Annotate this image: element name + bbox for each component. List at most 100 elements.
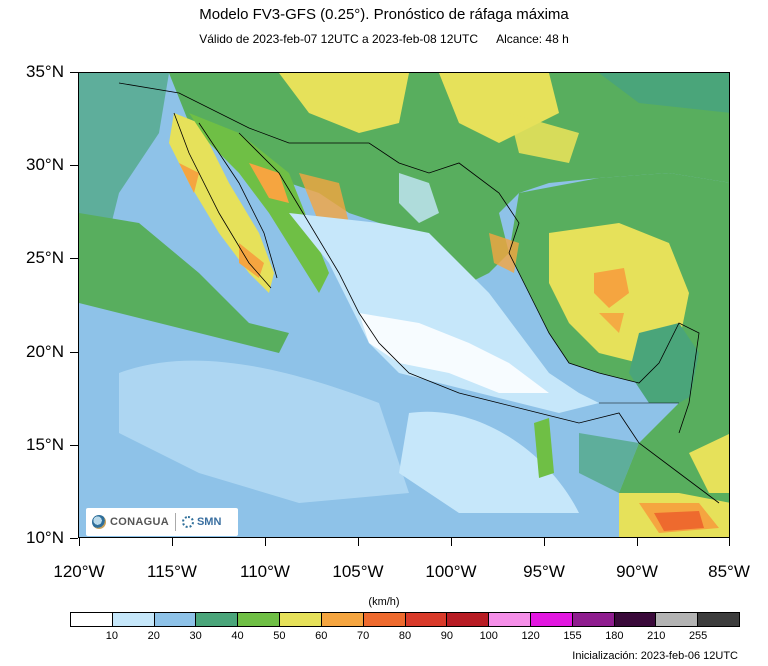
tehuantepec-jet [534,418,554,478]
colorbar-segment [614,613,657,626]
colorbar-segment [71,613,113,626]
colorbar-ticks: 10 20 30 40 50 60 70 80 90 100 120 155 180 210 255 [70,630,740,644]
chart-title: Modelo FV3-GFS (0.25°). Pronóstico de rá… [199,6,569,23]
colorbar-segment [321,613,364,626]
colorbar-segment [405,613,448,626]
lat-label-10: 10°N [26,528,64,547]
colorbar-segment [656,613,699,626]
baja-coast-west [173,112,272,289]
colorbar-segment [154,613,197,626]
tamaulipas-orange [489,233,519,273]
colorbar-segment [698,613,739,626]
gulf-orange-2 [599,313,624,333]
lon-label-110: 110°W [240,562,290,581]
gulf-coast [508,252,700,434]
pacific-light-zone [119,360,409,503]
colorbar-tick-label: 40 [231,630,244,642]
colorbar-segment [489,613,531,626]
lat-label-20: 20°N [26,342,64,361]
lon-tick [729,538,730,546]
lat-tick [70,72,78,73]
lon-label-100: 100°W [425,562,477,581]
colorbar-segment [447,613,490,626]
colorbar-segment [530,613,573,626]
lat-tick [70,352,78,353]
colorbar-tick-label: 90 [440,630,453,642]
baja-orange-1 [179,163,199,193]
agency-logos: CONAGUA SMN [86,508,238,536]
chart-subtitle: Válido de 2023-feb-07 12UTC a 2023-feb-0… [0,32,768,46]
north-light-spot [399,173,439,223]
gust-50-60-north [279,73,409,133]
pacific-green-south [579,433,639,493]
colorbar-tick-label: 10 [105,630,118,642]
gulf-orange [594,268,629,308]
lon-label-90: 90°W [616,562,658,581]
colorbar [70,612,740,627]
lon-tick [451,538,452,546]
us-mexico-border [118,82,520,254]
pacific-coast [238,132,720,504]
colorbar-tick-label: 155 [563,630,582,642]
lat-label-30: 30°N [26,155,64,174]
colorbar-tick-label: 50 [273,630,286,642]
lat-tick [70,538,78,539]
forecast-map[interactable] [78,72,730,538]
colorbar-tick-label: 20 [147,630,160,642]
conagua-label: CONAGUA [110,516,169,528]
lon-label-95: 95°W [523,562,565,581]
lon-tick [637,538,638,546]
lat-label-25: 25°N [26,248,64,267]
baja-orange-2 [239,243,264,278]
pacific-green-band [79,213,289,353]
sonora-coast [189,113,329,293]
conagua-logo-icon [92,515,106,529]
lon-label-120: 120°W [53,562,105,581]
lon-tick [544,538,545,546]
lon-label-105: 105°W [332,562,384,581]
smn-label: SMN [196,516,222,528]
caribbean-yellow [689,433,729,493]
valid-period: Válido de 2023-feb-07 12UTC a 2023-feb-0… [199,32,479,46]
colorbar-tick-label: 30 [189,630,202,642]
south-red [654,511,704,531]
colorbar-tick-label: 70 [357,630,370,642]
land-north [169,73,729,283]
colorbar-tick-label: 180 [605,630,624,642]
baja-california [169,113,274,293]
gust-50-60-texas-2 [509,113,579,163]
chihuahua-orange [299,173,349,223]
colorbar-tick-label: 60 [315,630,328,642]
colorbar-segment [572,613,615,626]
yucatan [629,323,699,403]
land-ne-darker [599,73,729,113]
lon-tick [79,538,80,546]
init-time: Inicialización: 2023-feb-06 12UTC [572,650,738,662]
smn-logo-icon [181,516,194,528]
colorbar-tick-label: 210 [647,630,666,642]
central-mexico-white [359,313,549,393]
lat-tick [70,258,78,259]
colorbar-tick-label: 255 [688,630,708,642]
pacific-light-zone-south [399,411,579,513]
lon-label-115: 115°W [147,562,197,581]
colorbar-tick-label: 80 [398,630,412,642]
central-mexico-light [289,213,599,413]
lat-label-35: 35°N [26,62,64,81]
colorbar-segment [363,613,406,626]
lat-tick [70,445,78,446]
baja-coast-east [198,122,278,279]
forecast-range: Alcance: 48 h [496,32,569,46]
colorbar-tick-label: 120 [521,630,540,642]
logo-separator [174,513,176,531]
colorbar-segment [238,613,281,626]
lat-tick [70,165,78,166]
lat-label-15: 15°N [26,435,64,454]
lon-tick [358,538,359,546]
map-svg [79,73,729,537]
lon-tick [265,538,266,546]
lon-label-85: 85°W [708,562,750,581]
colorbar-units: (km/h) [368,596,400,608]
colorbar-segment [280,613,322,626]
colorbar-segment [112,613,155,626]
